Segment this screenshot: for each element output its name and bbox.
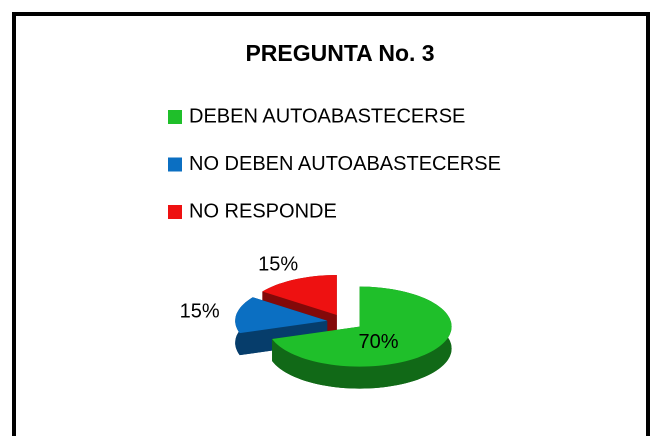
pie-slice xyxy=(262,275,337,315)
pie-slice xyxy=(272,286,452,367)
pie-slice-group xyxy=(272,286,452,389)
data-label: 70% xyxy=(358,331,398,353)
legend-swatch xyxy=(168,205,182,219)
legend-swatch xyxy=(168,110,182,124)
legend-label: DEBEN AUTOABASTECERSE xyxy=(189,105,465,127)
data-label: 15% xyxy=(180,300,220,322)
chart-title: PREGUNTA No. 3 xyxy=(245,40,434,66)
legend-label: NO RESPONDE xyxy=(189,200,337,222)
pie-slice xyxy=(235,297,328,334)
data-label: 15% xyxy=(258,253,298,275)
legend-label: NO DEBEN AUTOABASTECERSE xyxy=(189,153,501,175)
legend-swatch xyxy=(168,157,182,172)
